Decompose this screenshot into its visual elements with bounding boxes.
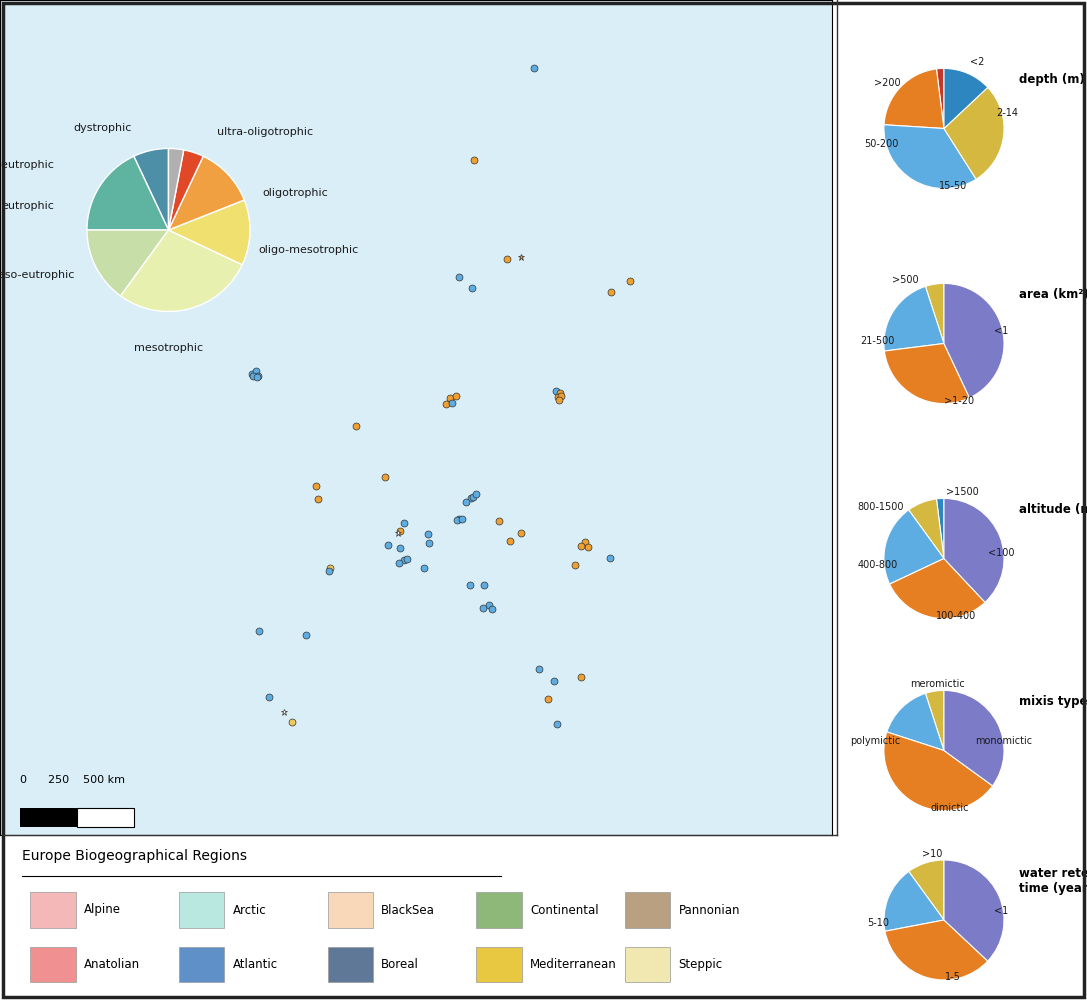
Text: mixis type: mixis type	[1019, 695, 1087, 708]
Text: 50-200: 50-200	[864, 139, 898, 149]
Text: 21-500: 21-500	[861, 336, 895, 346]
Wedge shape	[168, 148, 184, 230]
Wedge shape	[944, 498, 1004, 602]
FancyBboxPatch shape	[625, 947, 671, 982]
Text: meromictic: meromictic	[911, 679, 965, 689]
Wedge shape	[121, 230, 242, 312]
Wedge shape	[936, 68, 944, 129]
Text: altitude (m asl): altitude (m asl)	[1019, 503, 1087, 516]
Text: area (km²): area (km²)	[1019, 288, 1087, 301]
Text: <2: <2	[970, 57, 984, 67]
Text: <100: <100	[988, 548, 1014, 558]
Text: BlackSea: BlackSea	[382, 904, 435, 916]
Text: >1-20: >1-20	[944, 396, 974, 406]
Text: >200: >200	[874, 78, 900, 88]
Wedge shape	[134, 148, 168, 230]
FancyBboxPatch shape	[476, 947, 522, 982]
Wedge shape	[944, 860, 1004, 961]
Text: >1500: >1500	[946, 487, 978, 497]
Wedge shape	[889, 559, 985, 619]
Text: oligo-mesotrophic: oligo-mesotrophic	[258, 245, 359, 255]
Wedge shape	[944, 690, 1004, 786]
Wedge shape	[925, 283, 944, 344]
Text: <1: <1	[994, 906, 1008, 916]
Text: Anatolian: Anatolian	[84, 958, 140, 971]
Text: Alpine: Alpine	[84, 904, 121, 916]
Wedge shape	[885, 920, 988, 980]
Wedge shape	[944, 283, 1004, 398]
FancyBboxPatch shape	[327, 892, 373, 928]
Wedge shape	[87, 230, 168, 296]
Wedge shape	[909, 860, 944, 920]
FancyBboxPatch shape	[179, 892, 224, 928]
Text: depth (m): depth (m)	[1019, 73, 1085, 86]
Wedge shape	[936, 498, 944, 559]
Text: 2-14: 2-14	[996, 108, 1019, 118]
Text: Boreal: Boreal	[382, 958, 420, 971]
Text: mesotrophic: mesotrophic	[134, 343, 203, 353]
Wedge shape	[944, 68, 988, 129]
Text: Arctic: Arctic	[233, 904, 266, 916]
Text: 100-400: 100-400	[936, 611, 976, 621]
Text: 15-50: 15-50	[939, 181, 967, 191]
Text: Pannonian: Pannonian	[678, 904, 740, 916]
Wedge shape	[887, 693, 944, 751]
Wedge shape	[168, 156, 245, 230]
Text: >10: >10	[922, 849, 942, 859]
Text: polymictic: polymictic	[850, 736, 900, 746]
Text: Mediterranean: Mediterranean	[530, 958, 616, 971]
Wedge shape	[168, 200, 250, 265]
Text: 1-5: 1-5	[945, 972, 961, 982]
Text: ultra-oligotrophic: ultra-oligotrophic	[217, 127, 313, 137]
Wedge shape	[884, 286, 944, 351]
FancyBboxPatch shape	[625, 892, 671, 928]
Text: meso-eutrophic: meso-eutrophic	[0, 270, 75, 280]
Text: water retention
time (years): water retention time (years)	[1019, 867, 1087, 895]
Text: oligotrophic: oligotrophic	[262, 188, 328, 198]
Text: Atlantic: Atlantic	[233, 958, 278, 971]
FancyBboxPatch shape	[30, 947, 76, 982]
Text: monomictic: monomictic	[975, 736, 1033, 746]
Text: Continental: Continental	[530, 904, 599, 916]
Text: 400-800: 400-800	[858, 560, 898, 570]
FancyBboxPatch shape	[327, 947, 373, 982]
Wedge shape	[884, 510, 944, 584]
Bar	[77, 808, 135, 827]
Wedge shape	[884, 69, 944, 129]
FancyBboxPatch shape	[179, 947, 224, 982]
Text: <1: <1	[994, 326, 1008, 336]
Text: dimictic: dimictic	[930, 803, 970, 813]
Wedge shape	[884, 871, 944, 931]
Bar	[20, 808, 77, 827]
Wedge shape	[925, 690, 944, 751]
Text: >500: >500	[891, 275, 919, 285]
Text: 0      250    500 km: 0 250 500 km	[20, 775, 125, 785]
Text: eutrophic: eutrophic	[1, 201, 54, 211]
Wedge shape	[87, 156, 168, 230]
Wedge shape	[909, 499, 944, 559]
Text: Steppic: Steppic	[678, 958, 723, 971]
Wedge shape	[884, 125, 976, 189]
Wedge shape	[944, 87, 1004, 179]
Text: Europe Biogeographical Regions: Europe Biogeographical Regions	[22, 849, 247, 863]
Text: dystrophic: dystrophic	[74, 123, 132, 133]
Wedge shape	[884, 732, 992, 811]
FancyBboxPatch shape	[30, 892, 76, 928]
Text: 800-1500: 800-1500	[858, 502, 904, 512]
Wedge shape	[885, 344, 970, 404]
Text: 5-10: 5-10	[867, 918, 889, 928]
Text: hypereutrophic: hypereutrophic	[0, 160, 54, 170]
FancyBboxPatch shape	[476, 892, 522, 928]
Wedge shape	[168, 150, 203, 230]
